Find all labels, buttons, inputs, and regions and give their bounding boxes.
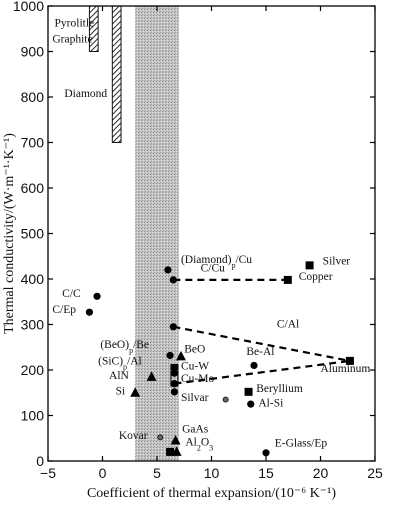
dashed-connector-2 — [174, 359, 351, 385]
y-tick-label: 400 — [21, 271, 45, 287]
point-cu-w-marker — [170, 369, 179, 377]
labels-layer: (Diamond)p/CuC/Cu Silver Copper C/C C/Ep C/Al… — [52, 17, 370, 452]
annotation-10: Aluminum — [321, 363, 371, 375]
point-beo-p-be-marker — [166, 351, 174, 360]
annotation-25: Diamond — [64, 88, 107, 100]
x-tick-label: −5 — [40, 465, 56, 481]
y-tick-label: 500 — [21, 226, 45, 242]
point-beryllium-marker — [244, 387, 253, 396]
annotation-13: AlN — [109, 370, 130, 382]
point-aln-marker — [146, 371, 157, 381]
point-sic-p-al-marker — [170, 364, 179, 372]
x-tick-label: 20 — [313, 465, 329, 481]
annotation-5: C/Ep — [52, 304, 76, 316]
y-tick-label: 800 — [21, 89, 45, 105]
point-al-o-marker — [171, 446, 182, 456]
x-tick-label: 0 — [99, 465, 107, 481]
point-be-al-marker — [250, 361, 258, 370]
y-tick-label: 300 — [21, 317, 45, 333]
y-axis-label: Thermal conductivity/(W·m⁻¹·K⁻¹) — [2, 133, 17, 334]
annotation-0: (Diamond)p/Cu — [181, 254, 252, 270]
point-c-c-marker — [93, 292, 101, 300]
point-copper-marker — [283, 275, 292, 284]
point-si-marker — [130, 387, 141, 397]
y-tick-label: 900 — [21, 44, 45, 60]
hatched-region-1 — [111, 5, 122, 143]
annotation-16: Si — [116, 386, 126, 398]
annotation-12: Cu-W — [181, 361, 209, 373]
plot-frame — [47, 5, 376, 462]
y-tick-label: 200 — [21, 362, 45, 378]
point-al-si-marker — [247, 400, 255, 408]
annotation-22: E-Glass/Ep — [275, 437, 328, 449]
annotation-8: BeO — [184, 344, 205, 356]
y-tick-label: 700 — [21, 135, 45, 151]
annotation-9: Be-Al — [246, 346, 274, 358]
y-tick-label: 600 — [21, 180, 45, 196]
x-tick-label: 25 — [367, 465, 383, 481]
point-c-al-marker — [169, 323, 177, 331]
annotation-15: Beryllium — [256, 383, 303, 395]
point-diamond-p-cu-marker — [164, 266, 172, 274]
annotation-2: Silver — [323, 255, 351, 267]
annotation-23: Pyrolitle — [55, 17, 95, 29]
annotation-17: Silvar — [181, 392, 209, 404]
annotation-21: Al2O3 — [185, 437, 213, 453]
annotation-20: GaAs — [182, 423, 209, 435]
annotation-7: (BeO)p/Be — [100, 339, 149, 355]
point-al-o-marker — [166, 447, 175, 456]
annotation-14: Cu-Mo — [181, 373, 214, 385]
points-layer — [85, 261, 354, 457]
point-e-glass-ep-marker — [262, 449, 270, 457]
point-beo-marker — [175, 350, 186, 361]
annotation-1: C/Cu — [201, 262, 226, 274]
annotation-19: Kovar — [119, 430, 148, 442]
x-tick-label: 15 — [258, 465, 274, 481]
annotation-18: Al-Si — [258, 397, 283, 409]
annotation-3: Copper — [299, 271, 333, 283]
dashed-connector-1 — [173, 325, 351, 362]
point-kovar-marker — [157, 434, 164, 441]
y-tick-label: 100 — [21, 408, 45, 424]
point-c-ep-marker — [85, 308, 94, 316]
point-gaas-marker — [170, 435, 181, 445]
axes-layer: −5 0 5 10 15 20 250100200300400500600700800900… — [13, 0, 383, 481]
point-c-cu-marker — [169, 276, 177, 284]
x-tick-label: 10 — [204, 465, 220, 481]
x-tick-label: 5 — [153, 465, 161, 481]
point-silver-marker — [305, 261, 314, 270]
point-silvar-marker — [222, 396, 229, 403]
annotation-4: C/C — [62, 288, 81, 300]
x-axis-label: Coefficient of thermal expansion/(10⁻⁶ K… — [87, 486, 336, 501]
annotation-11: (SiC)p/Al — [98, 356, 142, 372]
point-silvar-marker — [170, 388, 179, 396]
point-cu-mo-marker — [170, 380, 179, 388]
y-tick-label: 0 — [36, 453, 44, 469]
annotation-6: C/Al — [277, 319, 299, 331]
y-tick-label: 1000 — [13, 0, 44, 14]
annotation-24: Graphite — [52, 33, 92, 45]
point-aluminum-marker — [345, 356, 354, 365]
